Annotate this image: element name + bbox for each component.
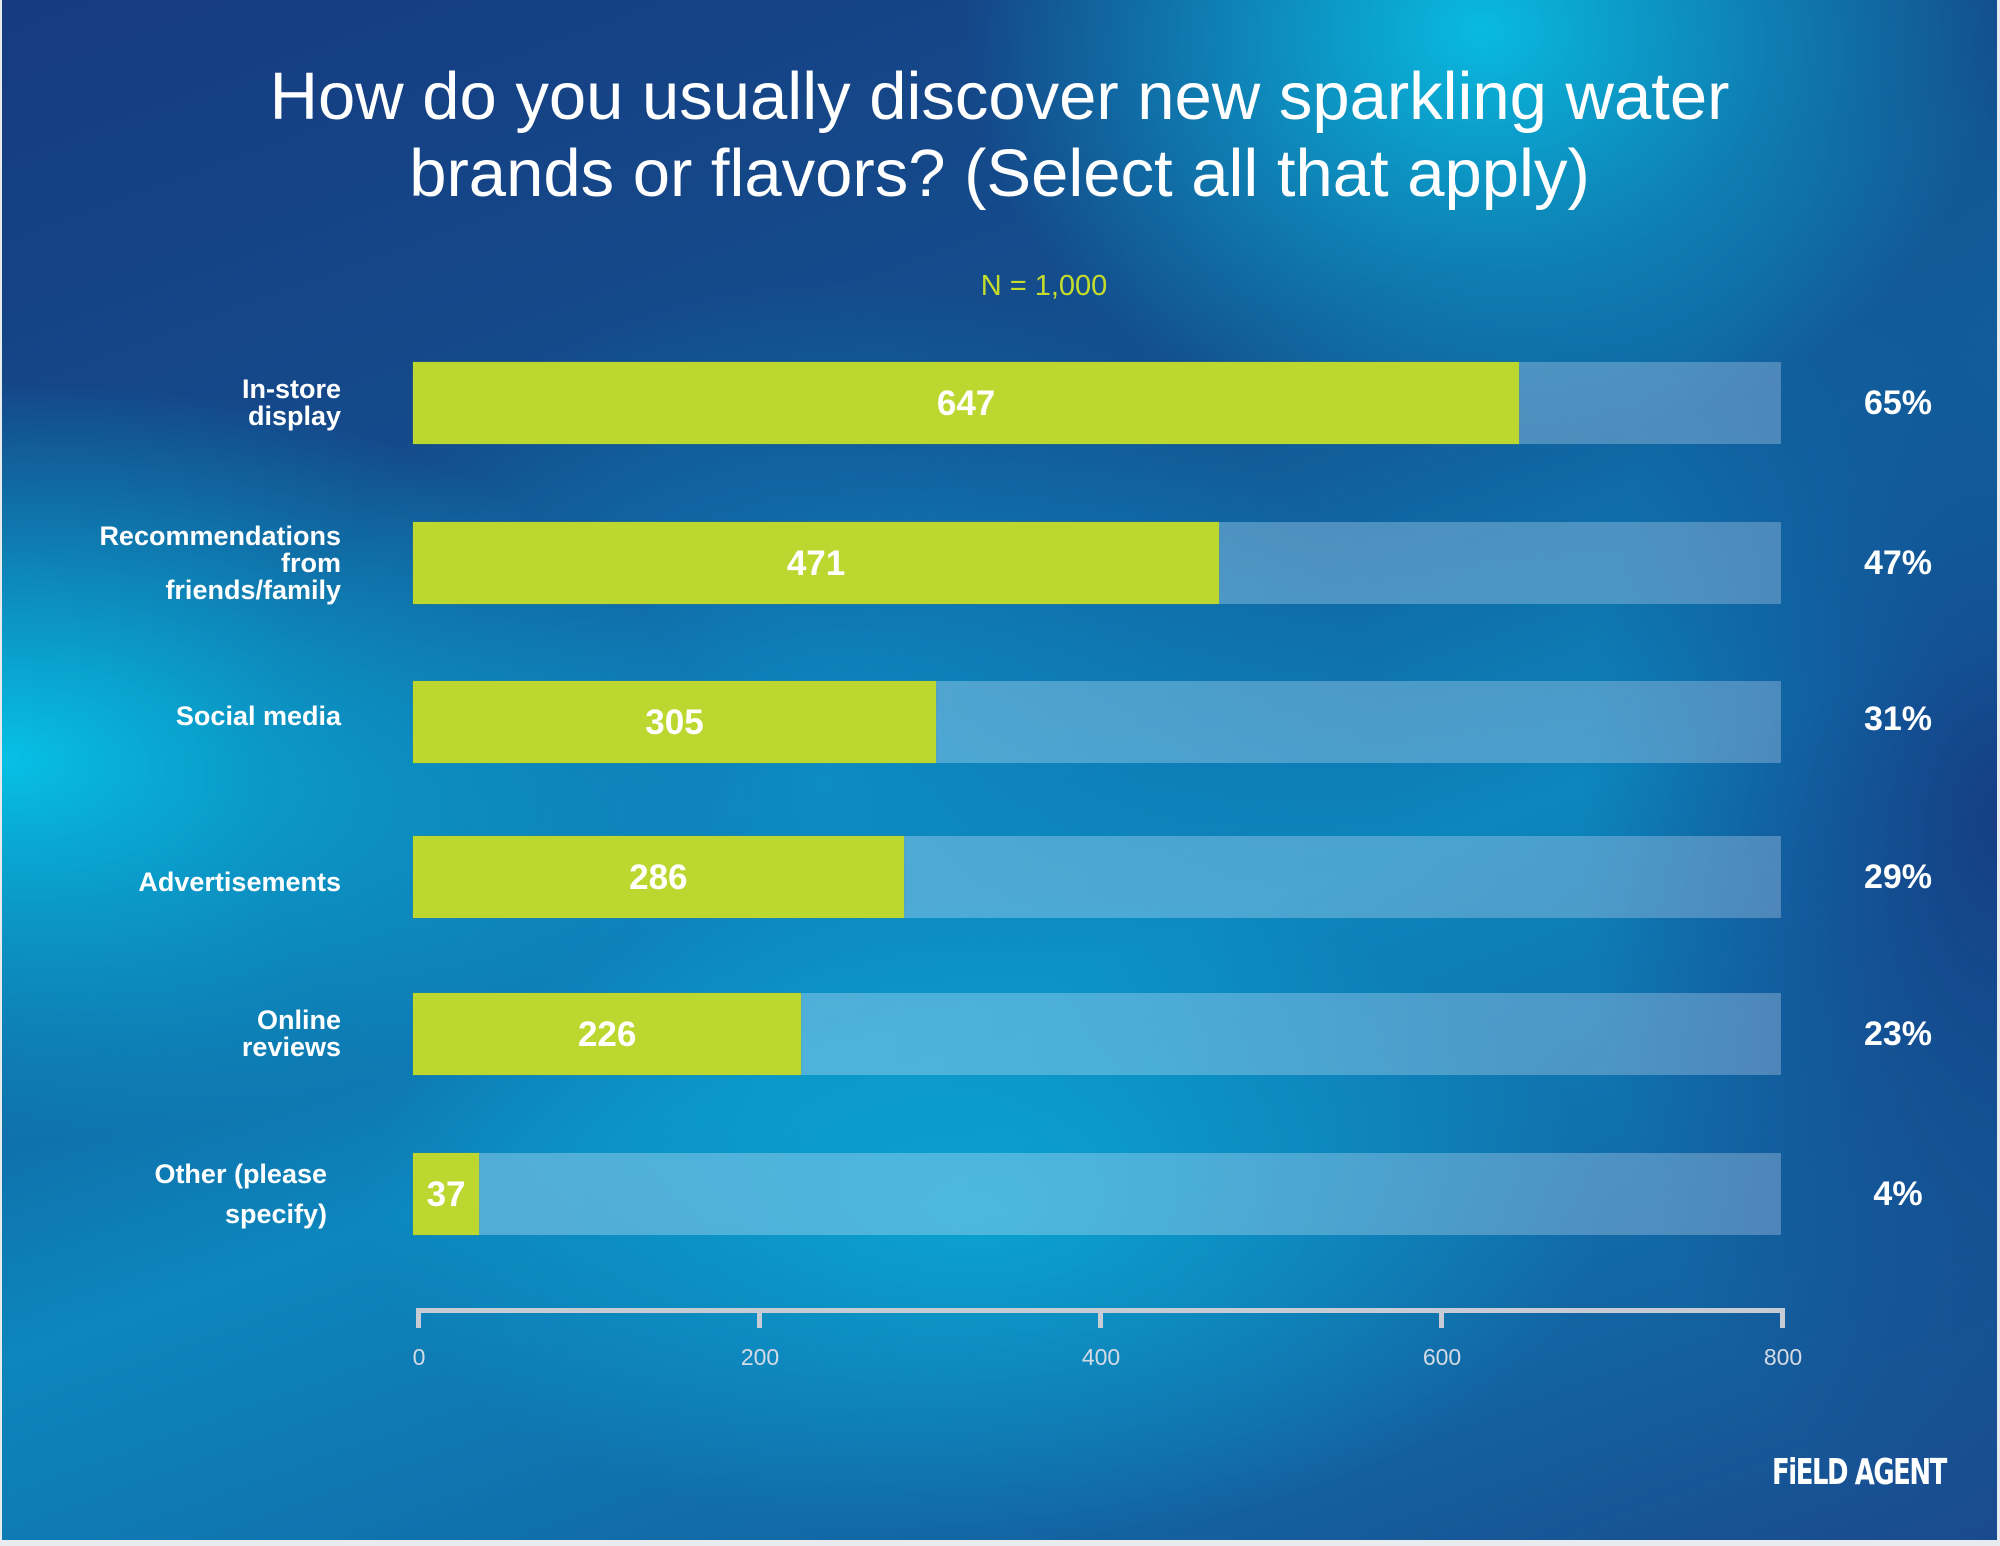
category-label-line: reviews (241, 1032, 341, 1062)
bar (413, 993, 802, 1075)
category-label: Online reviews (21, 1007, 341, 1061)
percent-label: 4% (1873, 1175, 1923, 1213)
x-axis-tick (757, 1308, 762, 1328)
percent-label: 47% (1863, 544, 1933, 582)
bar-value-label: 286 (629, 858, 688, 897)
category-label-line: from (281, 547, 341, 578)
percent-label: 31% (1863, 700, 1933, 738)
category-label: Other (please specify) (7, 1154, 327, 1234)
bar-value-label: 226 (577, 1015, 637, 1054)
bar-track (413, 1153, 1781, 1235)
bar (413, 522, 1220, 604)
category-label-line: Recommendations (99, 520, 341, 551)
category-label-line: display (247, 401, 341, 431)
category-label-line: specify) (224, 1199, 327, 1229)
x-axis-tick-label: 600 (1422, 1344, 1462, 1370)
x-axis-tick (416, 1308, 421, 1328)
sample-size-label: N = 1,000 (980, 270, 1108, 302)
x-axis-tick (1439, 1308, 1444, 1328)
bar-value-label: 37 (426, 1175, 466, 1214)
percent-label: 23% (1863, 1015, 1933, 1053)
category-label: In-store display (21, 376, 341, 430)
chart-title: How do you usually discover new sparklin… (2, 58, 1997, 212)
category-label: Advertisements (21, 866, 341, 897)
x-axis-tick (1098, 1308, 1103, 1328)
chart-title-line-1: How do you usually discover new sparklin… (269, 59, 1730, 134)
category-label: Social media (21, 700, 341, 731)
bar (413, 362, 1520, 444)
x-axis-tick-label: 400 (1081, 1344, 1121, 1370)
x-axis-tick-label: 0 (412, 1344, 426, 1370)
category-label-line: Social media (175, 700, 341, 731)
bar-value-label: 305 (645, 703, 704, 742)
bar-value-label: 471 (786, 544, 846, 583)
category-label-line: In-store (241, 374, 341, 404)
category-label-line: Advertisements (138, 866, 341, 897)
x-axis-tick-label: 200 (740, 1344, 780, 1370)
category-label-line: friends/family (165, 574, 341, 605)
bar (413, 1153, 480, 1235)
x-axis-tick (1780, 1308, 1785, 1328)
category-label-line: Online (256, 1005, 341, 1035)
percent-label: 29% (1863, 858, 1933, 896)
field-agent-logo: FiELD AGENT (1772, 1452, 1947, 1493)
category-label-line: Other (please (154, 1159, 327, 1189)
percent-label: 65% (1863, 384, 1933, 422)
x-axis-tick-label: 800 (1763, 1344, 1803, 1370)
bar (413, 681, 937, 763)
chart-title-line-2: brands or flavors? (Select all that appl… (409, 136, 1590, 211)
bar-value-label: 647 (936, 384, 996, 423)
category-label: Recommendations from friends/family (21, 520, 341, 605)
bar (413, 836, 904, 918)
